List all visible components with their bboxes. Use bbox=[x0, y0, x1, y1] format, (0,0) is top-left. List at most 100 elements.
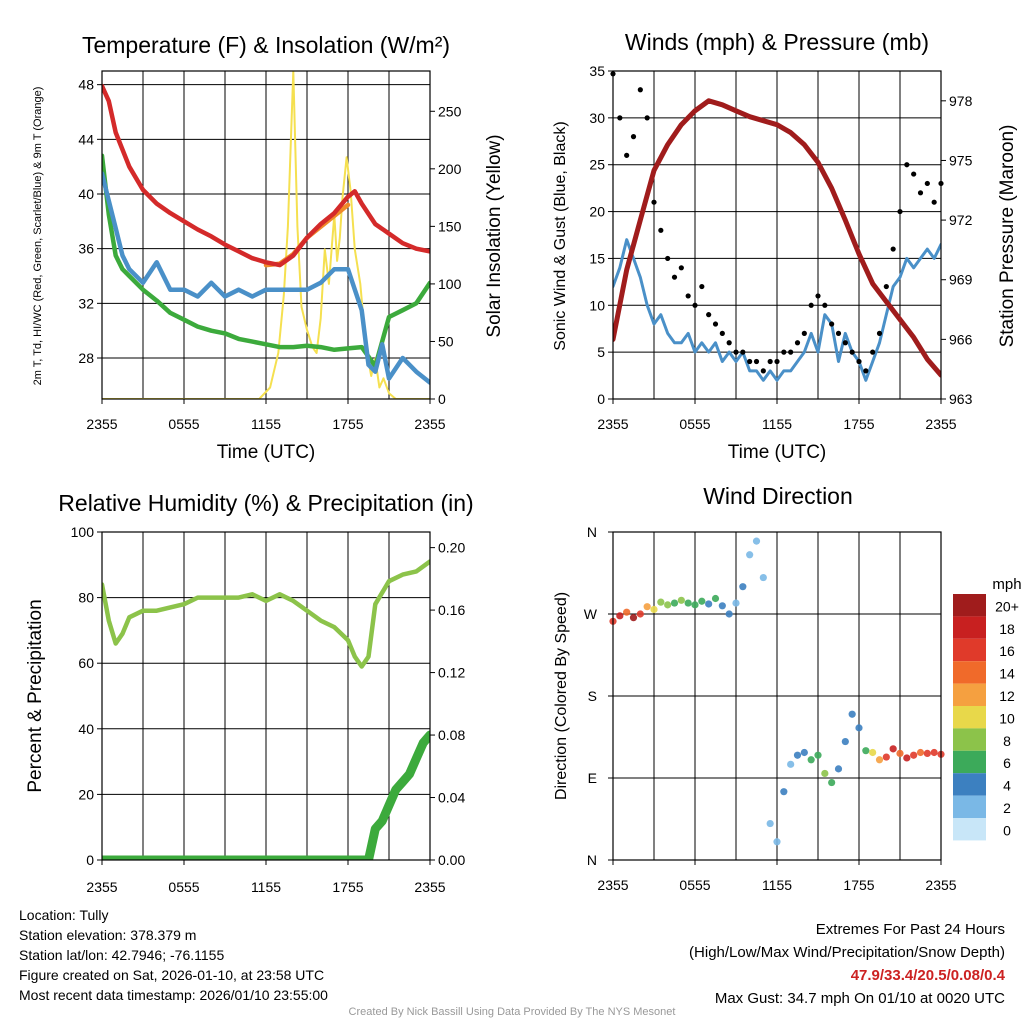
direction-point bbox=[923, 749, 931, 758]
gust-point bbox=[617, 115, 623, 121]
gust-point bbox=[637, 87, 643, 93]
max-gust-text: Max Gust: 34.7 mph On 01/10 at 0020 UTC bbox=[714, 990, 1005, 1007]
speed-legend-swatch bbox=[953, 773, 986, 796]
gust-point bbox=[815, 293, 821, 299]
direction-point bbox=[643, 603, 651, 611]
direction-point bbox=[916, 748, 925, 757]
speed-legend-swatch bbox=[953, 661, 986, 684]
temp-xtick-label: 0555 bbox=[168, 416, 199, 432]
gust-point bbox=[904, 162, 910, 168]
temp-x-axis-label: Time (UTC) bbox=[217, 442, 316, 463]
dir-xtick-label: 2355 bbox=[597, 877, 628, 893]
direction-y-axis-label: Direction (Colored By Speed) bbox=[553, 592, 570, 800]
temp-ytick-label: 36 bbox=[78, 241, 94, 257]
speed-legend-swatch bbox=[953, 706, 986, 729]
gust-point bbox=[842, 340, 848, 346]
dir-ytick-label: E bbox=[588, 770, 597, 786]
wind-panel-title: Winds (mph) & Pressure (mb) bbox=[625, 29, 929, 55]
pressure-line bbox=[613, 98, 941, 378]
rh-y2tick-label: 0.20 bbox=[438, 540, 465, 556]
temp-y2tick-label: 200 bbox=[438, 161, 462, 177]
temp-ytick-label: 40 bbox=[78, 186, 94, 202]
gust-point bbox=[794, 340, 801, 346]
dir-ytick-label: S bbox=[588, 688, 597, 704]
gust-point bbox=[726, 340, 732, 346]
temperature-line bbox=[102, 83, 430, 268]
direction-point bbox=[848, 710, 856, 718]
gust-point bbox=[767, 358, 773, 365]
dir-xtick-label: 0555 bbox=[679, 877, 710, 893]
gust-point bbox=[719, 330, 725, 336]
direction-point bbox=[636, 610, 644, 618]
dewpoint-line bbox=[102, 153, 430, 369]
speed-legend-label: 16 bbox=[999, 643, 1015, 659]
gust-point bbox=[822, 302, 828, 308]
rh-ytick-label: 40 bbox=[78, 721, 94, 737]
direction-point bbox=[800, 748, 808, 757]
direction-point bbox=[787, 760, 795, 768]
rh-ytick-label: 60 bbox=[78, 655, 94, 671]
gust-point bbox=[658, 227, 664, 233]
direction-point bbox=[725, 610, 733, 618]
direction-point bbox=[705, 600, 713, 608]
direction-point bbox=[691, 601, 699, 609]
gust-point bbox=[774, 358, 780, 365]
gust-point bbox=[829, 321, 835, 327]
rh-y2tick-label: 0.00 bbox=[438, 852, 465, 868]
wind-ytick-label: 20 bbox=[589, 204, 605, 220]
temp-y2-axis-label: Solar Insolation (Yellow) bbox=[484, 134, 505, 337]
speed-legend-swatch bbox=[953, 818, 986, 841]
direction-point bbox=[903, 754, 911, 762]
dir-ytick-label: W bbox=[584, 606, 598, 622]
direction-point bbox=[855, 724, 863, 732]
gust-point bbox=[883, 283, 889, 290]
gust-point bbox=[733, 349, 739, 355]
speed-legend-swatch bbox=[953, 750, 986, 774]
temp-xtick-label: 1755 bbox=[332, 416, 363, 432]
rh-y2tick-label: 0.16 bbox=[438, 602, 465, 618]
sonic-wind-line bbox=[613, 238, 941, 382]
gust-point bbox=[890, 246, 896, 252]
wind-y2tick-label: 978 bbox=[949, 93, 973, 109]
dir-ytick-label: N bbox=[587, 852, 597, 868]
direction-point bbox=[869, 748, 877, 757]
wind-xtick-label: 1755 bbox=[843, 416, 874, 432]
gust-point bbox=[760, 368, 766, 374]
gust-point bbox=[624, 152, 630, 158]
direction-point bbox=[616, 612, 624, 620]
wind-ytick-label: 10 bbox=[589, 297, 605, 313]
direction-point bbox=[752, 537, 761, 545]
direction-point bbox=[834, 765, 843, 773]
dir-xtick-label: 1755 bbox=[843, 877, 874, 893]
gust-point bbox=[876, 330, 883, 336]
elevation-text: Station elevation: 378.379 m bbox=[19, 927, 197, 943]
gust-point bbox=[801, 330, 807, 336]
temp-xtick-label: 2355 bbox=[86, 416, 117, 432]
wind-xtick-label: 2355 bbox=[597, 416, 628, 432]
rh-y-axis-label: Percent & Precipitation bbox=[25, 599, 46, 792]
direction-point bbox=[759, 573, 767, 582]
direction-point bbox=[841, 737, 849, 746]
speed-legend-swatch bbox=[953, 594, 986, 617]
direction-point bbox=[629, 614, 638, 622]
speed-legend-swatch bbox=[953, 638, 986, 662]
wind-ytick-label: 0 bbox=[597, 391, 605, 407]
extremes-subheading: (High/Low/Max Wind/Precipitation/Snow De… bbox=[689, 944, 1005, 961]
dir-xtick-label: 1155 bbox=[762, 877, 792, 893]
temp-ytick-label: 32 bbox=[78, 295, 94, 311]
gust-point bbox=[849, 349, 855, 355]
speed-legend-label: 10 bbox=[999, 710, 1015, 726]
gust-point bbox=[665, 255, 671, 262]
direction-point bbox=[773, 838, 781, 846]
rh-ytick-label: 80 bbox=[78, 590, 94, 606]
credit-text: Created By Nick Bassill Using Data Provi… bbox=[348, 1006, 676, 1018]
gust-point bbox=[917, 190, 924, 196]
rh-panel-title: Relative Humidity (%) & Precipitation (i… bbox=[58, 490, 473, 516]
direction-point bbox=[718, 602, 726, 610]
wind-ytick-label: 30 bbox=[589, 110, 605, 126]
gust-point bbox=[911, 171, 917, 177]
gust-point bbox=[712, 321, 719, 327]
speed-legend-label: 0 bbox=[1003, 822, 1011, 838]
gust-point bbox=[651, 199, 657, 205]
